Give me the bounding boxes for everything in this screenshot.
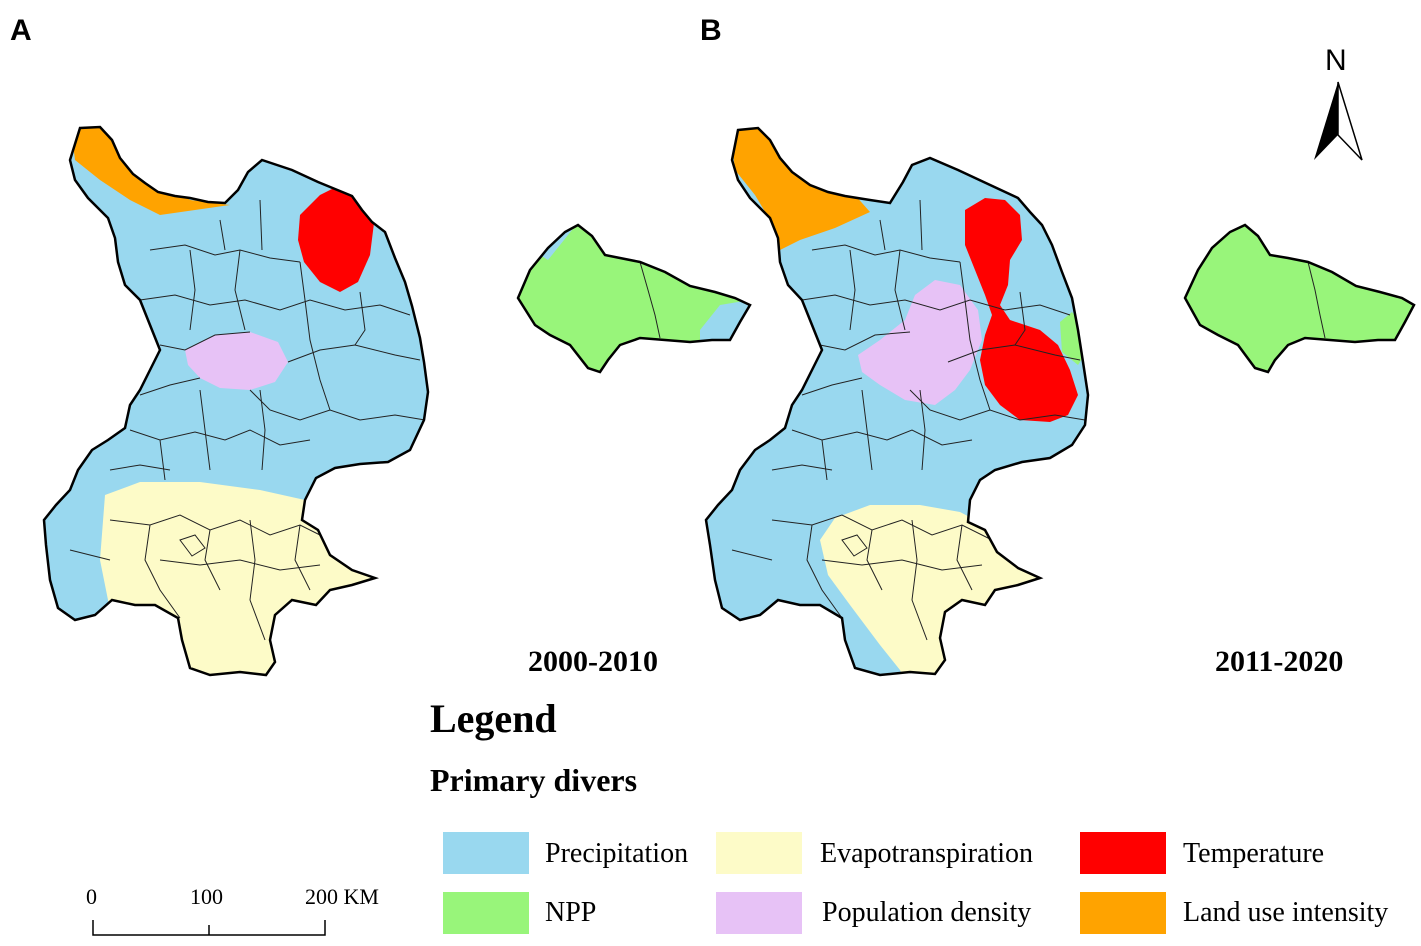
exclave-boundaries-b bbox=[1307, 261, 1326, 339]
period-label-b: 2011-2020 bbox=[1215, 645, 1344, 678]
map-b-main bbox=[706, 128, 1088, 675]
temperature-zone-a bbox=[298, 185, 375, 292]
legend-label-population-density: Population density bbox=[822, 897, 1032, 928]
legend-label-evapotranspiration: Evapotranspiration bbox=[820, 838, 1034, 869]
legend-swatch-temperature bbox=[1080, 832, 1166, 874]
npp-zone-b bbox=[1185, 225, 1414, 372]
npp-zone-a bbox=[518, 225, 750, 372]
map-b-exclave bbox=[1185, 225, 1414, 372]
map-a-main bbox=[44, 127, 428, 675]
temperature-zone-b bbox=[965, 198, 1078, 422]
legend-subtitle: Primary divers bbox=[430, 762, 638, 798]
north-label: N bbox=[1325, 44, 1347, 77]
map-a-exclave bbox=[518, 225, 750, 372]
legend-label-land-use-intensity: Land use intensity bbox=[1183, 897, 1389, 928]
legend-swatch-precipitation bbox=[443, 832, 529, 874]
legend-label-precipitation: Precipitation bbox=[545, 838, 689, 869]
legend-label-npp: NPP bbox=[545, 897, 597, 928]
panel-letter-a: A bbox=[10, 14, 32, 47]
land-use-zone-b bbox=[730, 128, 870, 250]
district-boundaries-b bbox=[731, 199, 1086, 641]
land-use-zone-a bbox=[70, 127, 230, 215]
legend-swatch-npp bbox=[443, 892, 529, 934]
population-zone-b bbox=[858, 280, 982, 405]
legend-title: Legend bbox=[430, 696, 557, 741]
panel-letter-b: B bbox=[700, 14, 722, 47]
scale-tick-200-km: 200 KM bbox=[305, 884, 379, 909]
scale-tick-0: 0 bbox=[86, 884, 97, 909]
legend-label-temperature: Temperature bbox=[1183, 838, 1325, 869]
legend-swatch-evapotranspiration bbox=[716, 832, 802, 874]
exclave-boundaries-a bbox=[639, 261, 661, 339]
district-boundaries-a bbox=[69, 199, 426, 641]
north-arrow-icon bbox=[1314, 81, 1363, 161]
period-label-a: 2000-2010 bbox=[528, 645, 658, 678]
scale-tick-100: 100 bbox=[190, 884, 223, 909]
legend-swatch-land-use-intensity bbox=[1080, 892, 1166, 934]
population-zone-a bbox=[185, 332, 288, 390]
scale-bar bbox=[92, 920, 326, 936]
legend-swatch-population-density bbox=[716, 892, 802, 934]
